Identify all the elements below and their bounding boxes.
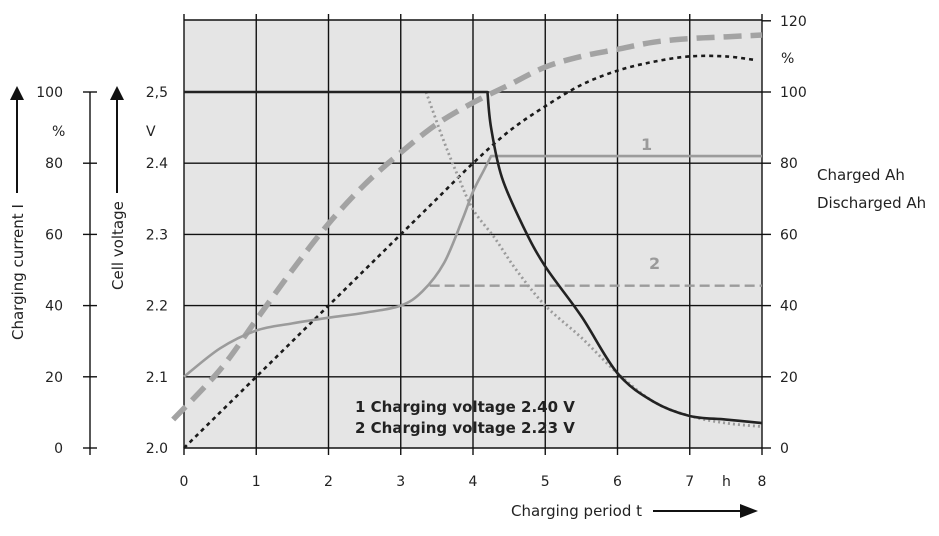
curve-label-1: 1 <box>641 135 652 154</box>
series-discharged-ah <box>183 54 755 449</box>
labels: 0 1 2 3 4 5 6 7 8 2.0 2.1 2.2 2.3 2.4 2,5 0 20 40 60 80 100 0… <box>36 14 806 490</box>
current-tick-label: 80 <box>45 156 63 172</box>
voltage-axis-unit: V <box>146 124 156 140</box>
right-tick-label: 60 <box>780 227 798 243</box>
x-tick-label: 5 <box>541 474 550 490</box>
series-voltage-1 <box>183 154 762 378</box>
current-tick-label: 100 <box>36 85 63 101</box>
voltage-axis-title: Cell voltage <box>109 201 127 290</box>
voltage-tick-label: 2.3 <box>146 227 168 243</box>
voltage-tick-label: 2,5 <box>146 85 168 101</box>
x-tick-label: 1 <box>252 474 261 490</box>
x-tick-label: 3 <box>396 474 405 490</box>
current-axis-unit: % <box>52 124 65 140</box>
right-tick-label: 100 <box>780 85 807 101</box>
x-tick-label: 8 <box>758 474 767 490</box>
right-label-discharged: Discharged Ah <box>817 194 926 212</box>
series-charged-ah <box>171 32 763 422</box>
x-tick-label: 7 <box>685 474 694 490</box>
voltage-axis-arrow-head <box>110 86 124 100</box>
x-tick-label: 4 <box>469 474 478 490</box>
right-axis-unit: % <box>781 51 794 67</box>
current-axis-title: Charging current I <box>9 204 27 340</box>
x-tick-label: 0 <box>180 474 189 490</box>
right-label-charged: Charged Ah <box>817 166 905 184</box>
right-tick-label: 0 <box>780 441 789 457</box>
voltage-tick-label: 2.4 <box>146 156 168 172</box>
right-tick-label: 40 <box>780 299 798 315</box>
voltage-tick-label: 2.0 <box>146 441 168 457</box>
series-group <box>171 32 763 449</box>
x-tick-label: 2 <box>324 474 333 490</box>
voltage-tick-label: 2.1 <box>146 370 168 386</box>
x-axis-title: Charging period t <box>511 502 642 520</box>
x-axis-unit: h <box>722 474 731 490</box>
annotation-2: 2 Charging voltage 2.23 V <box>355 419 575 437</box>
right-tick-label: 80 <box>780 156 798 172</box>
axes <box>10 14 771 518</box>
current-tick-label: 60 <box>45 227 63 243</box>
current-tick-label: 40 <box>45 299 63 315</box>
current-tick-label: 20 <box>45 370 63 386</box>
voltage-tick-label: 2.2 <box>146 299 168 315</box>
current-axis-arrow-head <box>10 86 24 100</box>
annotation-1: 1 Charging voltage 2.40 V <box>355 398 575 416</box>
x-axis-arrow-head <box>740 504 758 518</box>
right-tick-label: 20 <box>780 370 798 386</box>
curve-label-2: 2 <box>649 254 660 273</box>
right-tick-label: 120 <box>780 14 807 30</box>
current-tick-label: 0 <box>54 441 63 457</box>
x-tick-label: 6 <box>613 474 622 490</box>
series-current-1 <box>184 90 763 425</box>
